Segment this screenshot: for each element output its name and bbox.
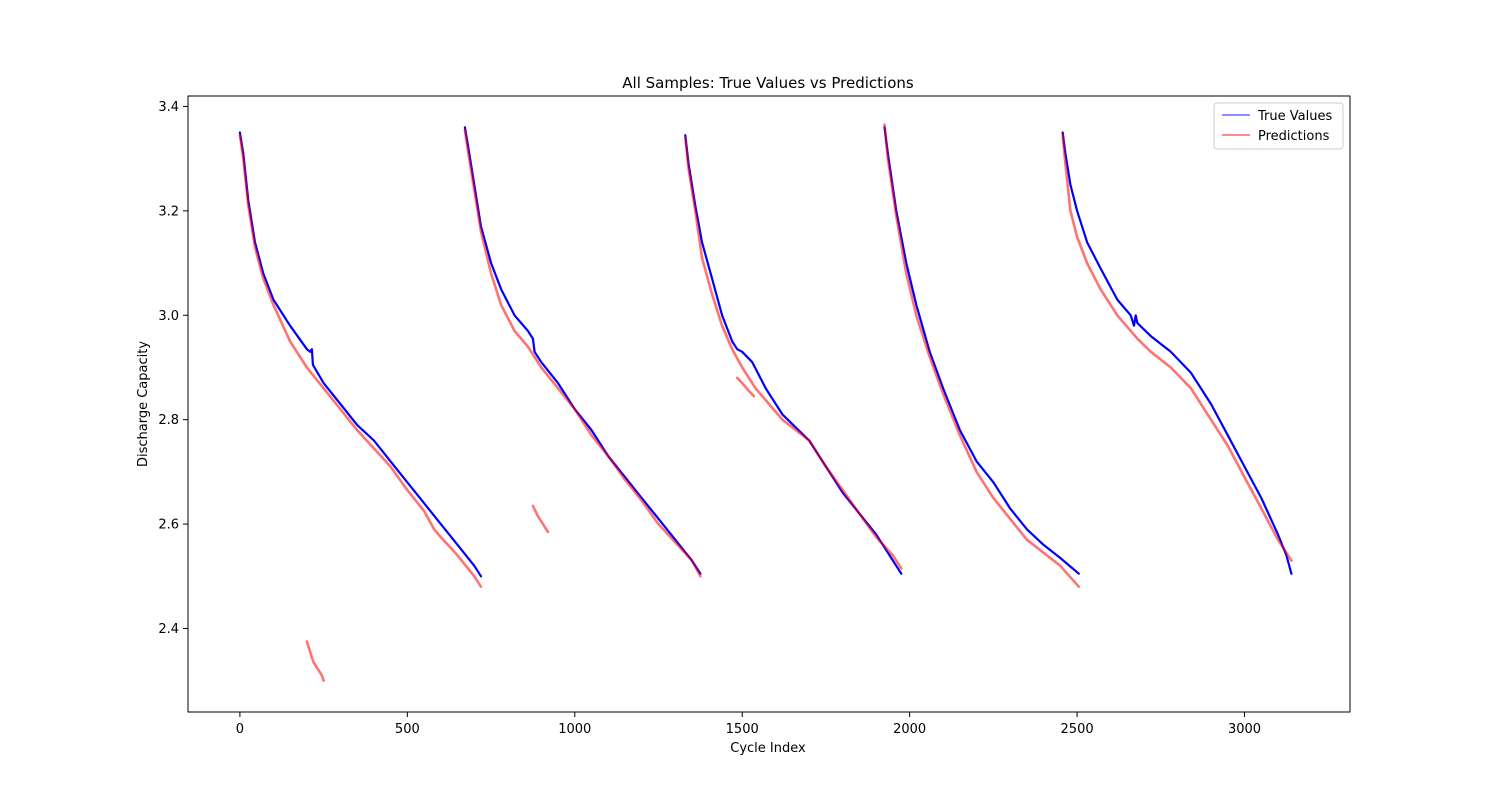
x-tick-label: 500 xyxy=(395,722,420,737)
chart-title: All Samples: True Values vs Predictions xyxy=(622,74,914,92)
legend-label-true-values: True Values xyxy=(1257,109,1332,124)
x-tick-label: 1000 xyxy=(558,722,591,737)
legend: True Values Predictions xyxy=(1213,102,1344,150)
series-true-values-line-5 xyxy=(1061,131,1293,575)
y-tick-label: 3.4 xyxy=(158,100,179,115)
x-tick-label: 2500 xyxy=(1061,722,1094,737)
y-axis-title: Discharge Capacity xyxy=(136,341,151,467)
y-tick-label: 2.6 xyxy=(158,518,179,533)
series-predictions-line-7 xyxy=(531,504,550,534)
y-tick-label: 3.0 xyxy=(158,309,179,324)
series-predictions-line-5 xyxy=(1061,133,1293,562)
series-true-values-line-2 xyxy=(463,126,702,575)
series-predictions-line-8 xyxy=(735,376,756,398)
series-predictions-line-2 xyxy=(463,128,702,578)
x-tick-label: 2000 xyxy=(893,722,926,737)
series-predictions xyxy=(238,123,1293,682)
y-tick-label: 2.8 xyxy=(158,413,179,428)
series-predictions-line-1 xyxy=(238,133,483,588)
series-true-values-line-1 xyxy=(238,131,483,578)
plot-frame xyxy=(187,95,1351,713)
legend-label-predictions: Predictions xyxy=(1258,129,1330,144)
x-tick-label: 1500 xyxy=(726,722,759,737)
series-layer xyxy=(238,123,1293,682)
x-tick-label: 3000 xyxy=(1228,722,1261,737)
x-tick-label: 0 xyxy=(236,722,244,737)
series-predictions-line-6 xyxy=(305,640,325,682)
y-tick-label: 3.2 xyxy=(158,204,179,219)
x-axis-title: Cycle Index xyxy=(730,741,806,756)
x-axis: 0 500 1000 1500 2000 2500 3000 xyxy=(236,712,1261,737)
series-predictions-line-4 xyxy=(883,123,1081,588)
y-axis: 2.4 2.6 2.8 3.0 3.2 3.4 xyxy=(158,100,188,637)
series-predictions-line-3 xyxy=(684,136,903,570)
y-tick-label: 2.4 xyxy=(158,622,179,637)
